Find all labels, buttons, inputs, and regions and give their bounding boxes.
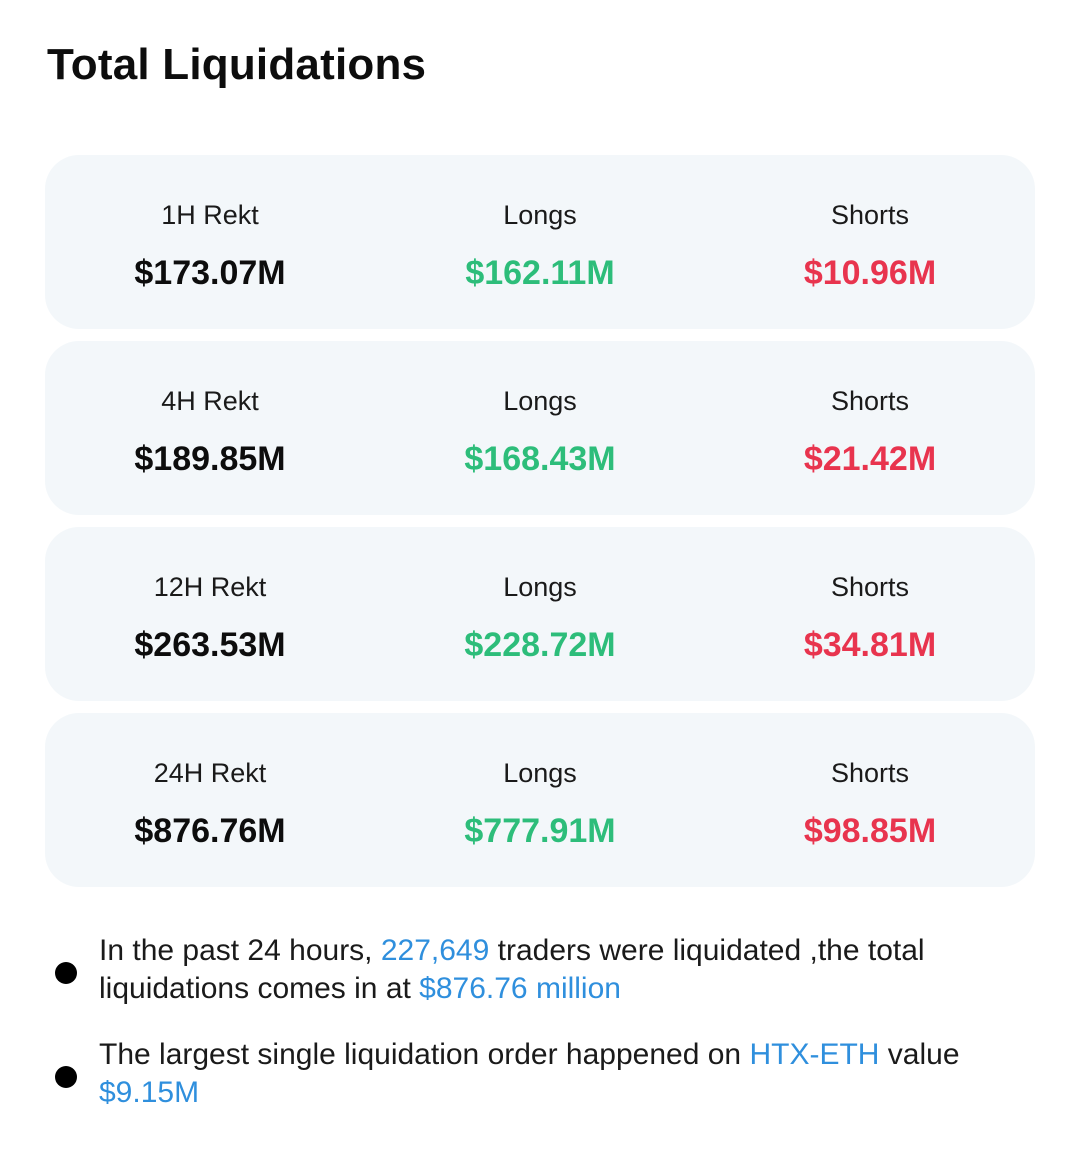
traders-count-highlight: 227,649 [380,934,490,967]
shorts-label: Shorts [830,758,910,788]
page-title: Total Liquidations [47,40,427,89]
shorts-value: $34.81M [803,626,937,664]
liquidation-card-24h: 24H Rekt $876.76M Longs $777.91M Shorts … [45,713,1035,887]
bullet-text: In the past 24 hours, [99,934,381,967]
liquidation-cards: 1H Rekt $173.07M Longs $162.11M Shorts $… [45,155,1035,899]
longs-label: Longs [503,758,577,788]
bullet-text: value [879,1038,960,1071]
shorts-value: $21.42M [803,440,937,478]
summary-bullet-largest-order: The largest single liquidation order hap… [55,1036,1035,1112]
longs-value: $228.72M [464,626,616,664]
shorts-label: Shorts [830,386,910,416]
longs-value: $168.43M [464,440,616,478]
shorts-column: Shorts $10.96M [705,155,1035,293]
longs-column: Longs $228.72M [375,527,705,665]
rekt-column: 4H Rekt $189.85M [45,341,375,479]
shorts-column: Shorts $21.42M [705,341,1035,479]
liquidation-card-4h: 4H Rekt $189.85M Longs $168.43M Shorts $… [45,341,1035,515]
longs-label: Longs [503,386,577,416]
longs-value: $162.11M [465,254,615,292]
liquidation-card-1h: 1H Rekt $173.07M Longs $162.11M Shorts $… [45,155,1035,329]
summary-bullets: In the past 24 hours, 227,649 traders we… [55,932,1035,1140]
rekt-total-value: $173.07M [134,254,286,292]
rekt-column: 12H Rekt $263.53M [45,527,375,665]
rekt-label: 24H Rekt [153,758,267,788]
shorts-label: Shorts [830,572,910,602]
liquidation-card-12h: 12H Rekt $263.53M Longs $228.72M Shorts … [45,527,1035,701]
longs-column: Longs $162.11M [375,155,705,293]
rekt-column: 24H Rekt $876.76M [45,713,375,851]
longs-value: $777.91M [464,812,616,850]
shorts-label: Shorts [830,200,910,230]
rekt-label: 1H Rekt [161,200,259,230]
total-liquidation-highlight: $876.76 million [419,972,621,1005]
rekt-label: 12H Rekt [153,572,267,602]
largest-order-value-highlight: $9.15M [99,1076,200,1109]
longs-column: Longs $777.91M [375,713,705,851]
bullet-dot-icon [55,962,77,984]
bullet-dot-icon [55,1066,77,1088]
rekt-total-value: $876.76M [134,812,286,850]
rekt-column: 1H Rekt $173.07M [45,155,375,293]
longs-column: Longs $168.43M [375,341,705,479]
rekt-total-value: $263.53M [134,626,286,664]
rekt-total-value: $189.85M [134,440,286,478]
exchange-pair-link[interactable]: HTX-ETH [749,1038,880,1071]
shorts-column: Shorts $34.81M [705,527,1035,665]
longs-label: Longs [503,572,577,602]
bullet-text: The largest single liquidation order hap… [99,1038,750,1071]
longs-label: Longs [503,200,577,230]
shorts-value: $10.96M [803,254,937,292]
shorts-column: Shorts $98.85M [705,713,1035,851]
rekt-label: 4H Rekt [161,386,259,416]
summary-bullet-traders: In the past 24 hours, 227,649 traders we… [55,932,1035,1008]
shorts-value: $98.85M [803,812,937,850]
bullet-text: traders were liquidated ,the total liqui… [99,934,925,1005]
